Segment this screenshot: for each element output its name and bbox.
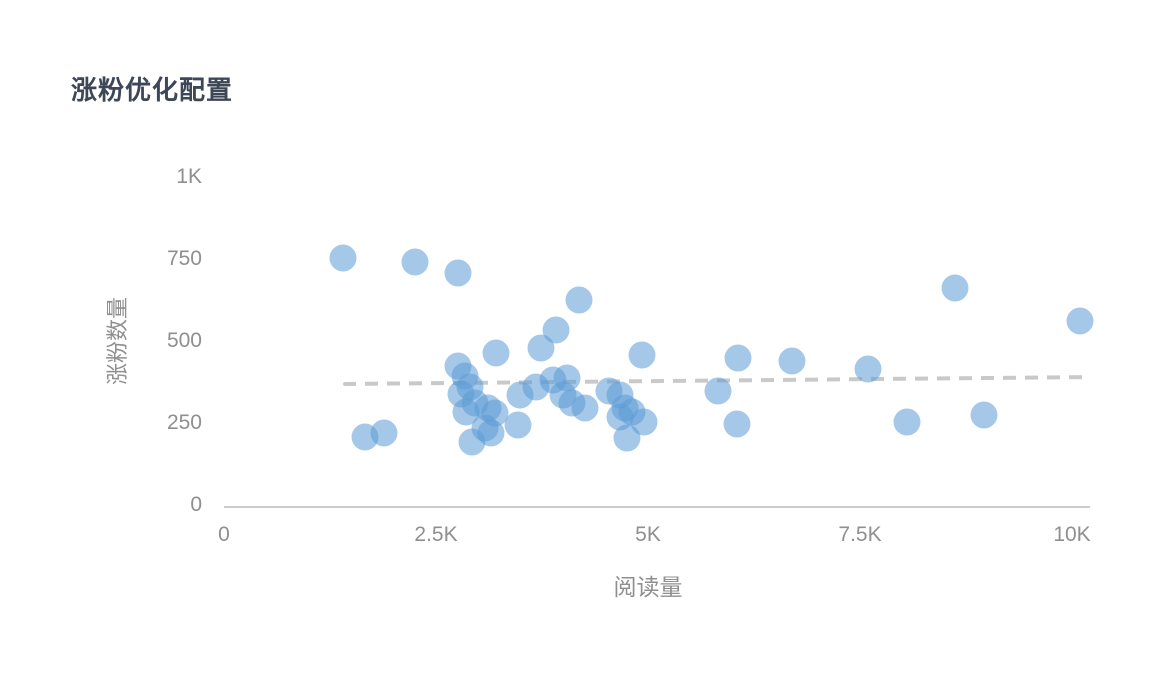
scatter-point[interactable]: [481, 399, 509, 427]
scatter-point[interactable]: [778, 347, 806, 375]
scatter-point[interactable]: [941, 274, 969, 302]
scatter-point[interactable]: [970, 401, 998, 429]
scatter-point[interactable]: [482, 339, 510, 367]
scatter-point[interactable]: [542, 316, 570, 344]
plot-area: [224, 177, 1094, 505]
chart-title: 涨粉优化配置: [71, 75, 234, 105]
scatter-point[interactable]: [565, 286, 593, 314]
scatter-point[interactable]: [854, 355, 882, 383]
y-tick-label: 0: [190, 493, 202, 516]
x-axis-line: [224, 506, 1090, 508]
scatter-point[interactable]: [630, 408, 658, 436]
scatter-point[interactable]: [571, 394, 599, 422]
x-tick-label: 10K: [1053, 523, 1091, 546]
y-tick-label: 500: [166, 329, 202, 352]
y-tick-label: 750: [166, 247, 202, 270]
scatter-point[interactable]: [504, 411, 532, 439]
scatter-point[interactable]: [723, 410, 751, 438]
scatter-point[interactable]: [1066, 307, 1094, 335]
scatter-point[interactable]: [628, 341, 656, 369]
x-axis-title: 阅读量: [613, 574, 683, 600]
scatter-point[interactable]: [329, 244, 357, 272]
x-tick-label: 5K: [635, 523, 661, 546]
y-axis-title: 涨粉数量: [105, 296, 130, 386]
scatter-point[interactable]: [444, 259, 472, 287]
scatter-point[interactable]: [370, 419, 398, 447]
x-tick-label: 0: [218, 523, 230, 546]
y-tick-label: 1K: [176, 165, 202, 188]
scatter-point[interactable]: [704, 377, 732, 405]
scatter-point[interactable]: [553, 364, 581, 392]
y-tick-label: 250: [166, 411, 202, 434]
scatter-point[interactable]: [893, 408, 921, 436]
x-tick-label: 2.5K: [414, 523, 458, 546]
scatter-point[interactable]: [724, 344, 752, 372]
x-tick-label: 7.5K: [838, 523, 882, 546]
scatter-point[interactable]: [401, 248, 429, 276]
